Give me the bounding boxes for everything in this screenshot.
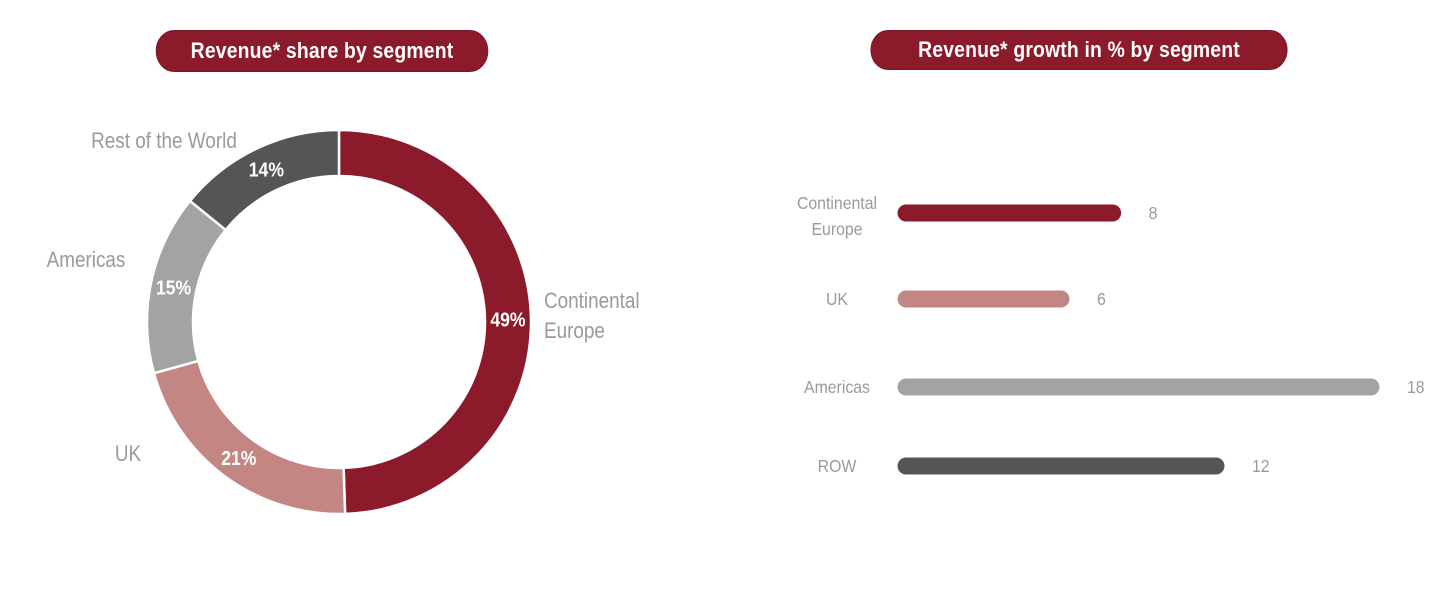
donut-category-label: Americas [47, 248, 126, 273]
donut-chart: 49% Continental Europe 21% UK 15% Americas 14% R… [47, 128, 640, 516]
donut-category-label: UK [115, 442, 142, 467]
donut-chart-title: Revenue* share by segment [155, 30, 489, 72]
bar-category-label: ROW [818, 456, 857, 476]
bar-chart-title: Revenue* growth in % by segment [870, 30, 1288, 70]
donut-category-label: Continental Europe [544, 289, 640, 344]
bar-value-label: 12 [1252, 456, 1270, 476]
donut-slice-uk [152, 359, 347, 516]
donut-value-label: 49% [490, 308, 525, 330]
bar-value-label: 8 [1149, 203, 1158, 223]
bar-category-label: Continental Europe [797, 193, 877, 239]
bar-chart: 8 Continental Europe 6 UK 18 Americas 12 ROW [797, 193, 1425, 476]
donut-slice-continental-europe [337, 128, 533, 516]
bar-value-label: 6 [1097, 289, 1106, 309]
donut-value-label: 14% [249, 158, 284, 180]
donut-value-label: 15% [156, 276, 191, 298]
bar-category-label: Americas [804, 377, 870, 397]
donut-value-label: 21% [221, 447, 256, 469]
bar-category-label: UK [826, 289, 849, 309]
bar-value-label: 18 [1407, 377, 1425, 397]
donut-category-label: Rest of the World [91, 129, 237, 154]
donut-slice-rest-of-the-world [188, 128, 341, 232]
